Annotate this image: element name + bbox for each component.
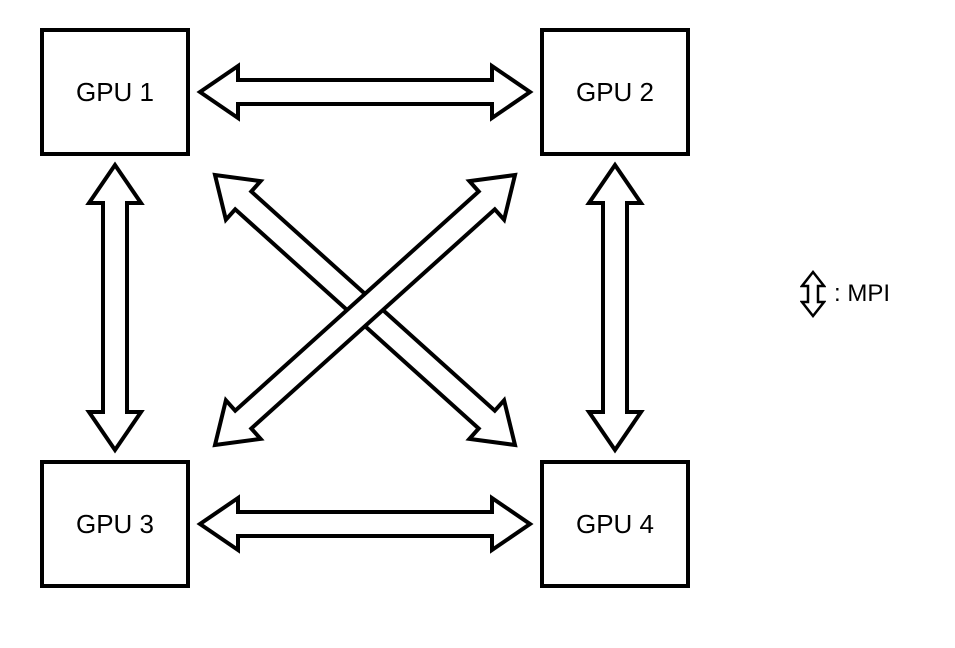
diagram-canvas: GPU 1 GPU 2 GPU 3 GPU 4 : MPI bbox=[0, 0, 955, 648]
edge-gpu1-gpu3 bbox=[89, 165, 141, 450]
node-gpu2: GPU 2 bbox=[540, 28, 690, 156]
edge-gpu1-gpu2 bbox=[200, 66, 530, 118]
node-gpu4: GPU 4 bbox=[540, 460, 690, 588]
node-label: GPU 2 bbox=[576, 77, 654, 108]
legend-arrow-icon bbox=[800, 270, 826, 318]
node-label: GPU 1 bbox=[76, 77, 154, 108]
edge-gpu1-gpu4 bbox=[215, 175, 515, 445]
node-gpu3: GPU 3 bbox=[40, 460, 190, 588]
node-gpu1: GPU 1 bbox=[40, 28, 190, 156]
legend-label: : MPI bbox=[834, 280, 890, 308]
edge-gpu2-gpu3 bbox=[215, 175, 515, 445]
legend: : MPI bbox=[800, 270, 890, 318]
edge-gpu2-gpu4 bbox=[589, 165, 641, 450]
node-label: GPU 3 bbox=[76, 509, 154, 540]
node-label: GPU 4 bbox=[576, 509, 654, 540]
edge-gpu3-gpu4 bbox=[200, 498, 530, 550]
